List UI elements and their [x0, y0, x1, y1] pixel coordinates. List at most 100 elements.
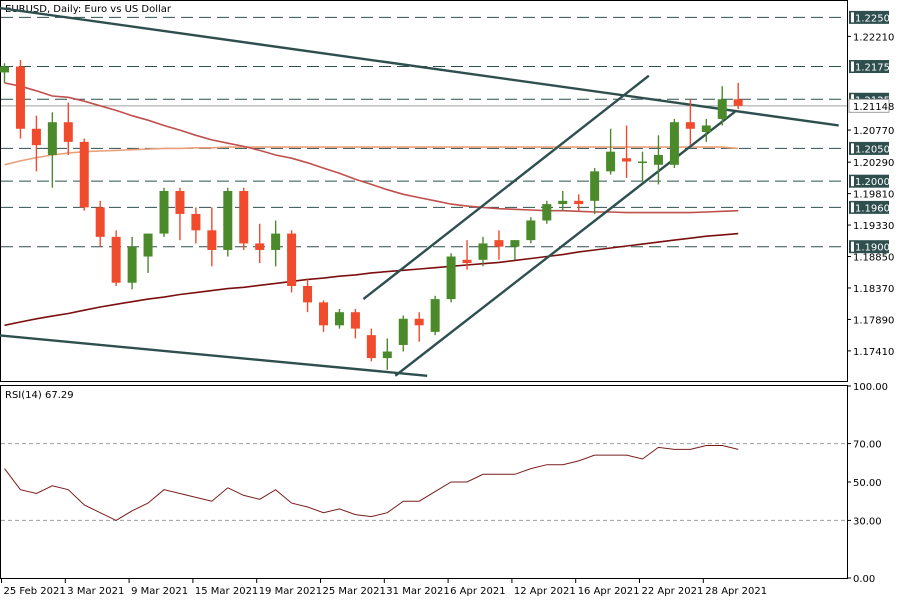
candle-body — [287, 233, 297, 286]
moving-average-line-2 — [4, 82, 739, 214]
candle — [542, 200, 552, 224]
candle-body — [733, 99, 743, 106]
candle — [47, 112, 57, 188]
candle-body — [590, 171, 600, 201]
candle-body — [638, 161, 647, 164]
candle — [223, 187, 233, 257]
candle-body — [143, 233, 153, 257]
time-axis-label: 25 Mar 2021 — [323, 586, 386, 597]
price-level-label-box — [849, 200, 889, 214]
candle — [63, 102, 73, 155]
candle — [0, 63, 9, 83]
price-level-label-box — [849, 174, 889, 188]
current-price-label: 1.21148 — [853, 102, 894, 113]
trend-line-3 — [362, 74, 650, 301]
candle — [79, 138, 89, 211]
candle — [494, 230, 504, 260]
candle — [526, 217, 536, 244]
candle — [462, 240, 472, 270]
price-axis-tick-label: 1.17410 — [853, 347, 894, 358]
candle-body — [414, 318, 424, 326]
price-axis-tick-label: 1.20770 — [853, 126, 894, 137]
trend-line-2 — [0, 334, 428, 377]
candle — [303, 279, 313, 313]
time-axis-label: 3 Mar 2021 — [67, 586, 124, 597]
rsi-axis-tick-label: 100.00 — [853, 382, 888, 393]
candle — [574, 194, 584, 211]
candle-body — [334, 312, 344, 326]
candle-body — [494, 240, 504, 247]
trend-line-1 — [0, 6, 839, 127]
time-axis-label: 25 Feb 2021 — [4, 586, 66, 597]
candle — [111, 230, 121, 286]
time-axis: 25 Feb 2021 3 Mar 2021 9 Mar 2021 15 Mar 20… — [1, 578, 767, 597]
time-axis-label: 19 Mar 2021 — [259, 586, 322, 597]
candle — [430, 295, 440, 336]
price-level-label-marker — [851, 12, 854, 23]
candle-body — [701, 125, 711, 133]
price-axis-tick-label: 1.18850 — [853, 253, 894, 264]
candle — [398, 315, 408, 352]
price-level-label-marker — [851, 176, 854, 187]
candle — [510, 240, 520, 260]
candle-body — [319, 302, 328, 326]
candle — [175, 187, 185, 241]
price-level-label: 1.22500 — [855, 13, 896, 24]
price-level-label: 1.20500 — [855, 144, 896, 155]
rsi-axis-tick-label: 30.00 — [853, 516, 882, 527]
candle — [685, 99, 695, 146]
price-level-label-box — [849, 60, 889, 74]
candle-body — [271, 233, 281, 250]
candle — [271, 220, 281, 267]
candle-body — [191, 213, 201, 231]
moving-averages — [4, 82, 739, 327]
rsi-axis-tick-label: 70.00 — [853, 440, 882, 451]
rsi-axis-tick-label: 0.00 — [853, 574, 875, 585]
candle-body — [223, 191, 233, 250]
price-axis-tick-label: 1.19810 — [853, 190, 894, 201]
candle-body — [430, 299, 440, 332]
candle — [622, 125, 632, 178]
candle-body — [653, 154, 663, 165]
time-axis-label: 16 Apr 2021 — [578, 586, 640, 597]
candle-body — [382, 351, 392, 359]
candle-body — [606, 151, 616, 172]
rsi-axis-tick-label: 50.00 — [853, 478, 882, 489]
candle-body — [31, 128, 41, 146]
candle-body — [446, 256, 456, 300]
candle-body — [239, 191, 249, 244]
candle-body — [255, 243, 265, 250]
candle — [143, 233, 153, 273]
price-level-label: 1.19600 — [855, 203, 896, 214]
candle-body — [622, 158, 632, 162]
candle-body — [111, 236, 121, 283]
candle-body — [303, 286, 313, 303]
candle — [366, 328, 376, 362]
candle — [319, 300, 328, 332]
candle — [382, 338, 392, 370]
current-price-label-box — [848, 98, 890, 113]
candle-body — [79, 141, 89, 208]
candle-body — [350, 312, 360, 329]
candle — [653, 135, 663, 185]
candle-body — [717, 99, 727, 119]
candle — [350, 308, 360, 339]
candle-body — [558, 200, 568, 205]
candle-body — [366, 335, 376, 359]
candle-body — [398, 318, 408, 345]
candle-body — [462, 259, 472, 264]
price-axis-tick-label: 1.18370 — [853, 284, 894, 295]
candle — [478, 236, 488, 267]
candle — [127, 236, 137, 290]
candle-body — [207, 230, 217, 250]
time-axis-label: 6 Apr 2021 — [450, 586, 505, 597]
price-axis-ticks: 1.22210 1.20770 1.20290 1.19810 1.19330 1.188… — [847, 32, 894, 358]
candle-body — [478, 243, 488, 260]
price-level-label: 1.21750 — [855, 63, 896, 74]
rsi-line — [4, 445, 739, 521]
price-axis-tick-label: 1.19330 — [853, 221, 894, 232]
candle — [558, 191, 568, 211]
moving-average-line-1 — [4, 146, 739, 166]
candle — [733, 82, 743, 110]
candle-body — [0, 66, 9, 73]
